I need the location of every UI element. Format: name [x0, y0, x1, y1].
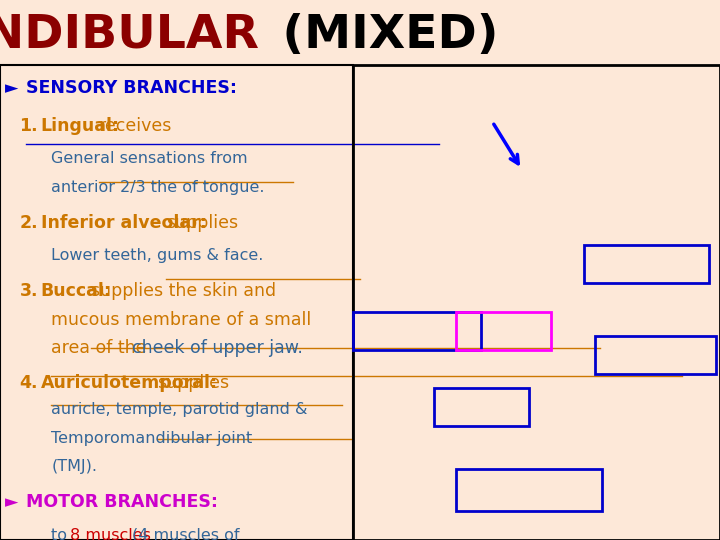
Bar [0, 65, 353, 540]
Text: Lower teeth, gums & face.: Lower teeth, gums & face. [51, 248, 264, 263]
Bar [456, 312, 551, 350]
Bar [456, 469, 603, 511]
Text: 1.: 1. [19, 117, 38, 135]
Text: supplies the skin and: supplies the skin and [91, 282, 276, 300]
Text: General sensations from: General sensations from [51, 151, 248, 166]
Text: mucous membrane of a small: mucous membrane of a small [51, 311, 312, 329]
Text: area of the: area of the [51, 340, 152, 357]
Text: (TMJ).: (TMJ). [51, 459, 97, 474]
Text: auricle, temple, parotid gland &: auricle, temple, parotid gland & [51, 402, 307, 417]
Text: anterior 2/3 the of tongue.: anterior 2/3 the of tongue. [51, 180, 265, 195]
Text: (MIXED): (MIXED) [266, 12, 499, 58]
Text: Temporomandibular joint: Temporomandibular joint [51, 431, 253, 445]
Text: supplies: supplies [157, 374, 229, 391]
Bar [595, 336, 716, 374]
Text: SENSORY BRANCHES:: SENSORY BRANCHES: [27, 79, 238, 97]
Text: 4.: 4. [19, 374, 38, 391]
Text: ►: ► [5, 79, 19, 97]
Text: to: to [51, 528, 72, 540]
Text: ►: ► [5, 494, 19, 511]
Text: MANDIBULAR: MANDIBULAR [0, 12, 259, 58]
Text: cheek of upper jaw.: cheek of upper jaw. [132, 340, 302, 357]
Text: 3.: 3. [19, 282, 38, 300]
Text: Buccal:: Buccal: [40, 282, 112, 300]
Text: 2.: 2. [19, 214, 38, 232]
Bar [433, 388, 529, 426]
Bar [584, 245, 709, 284]
Text: 8 muscles: 8 muscles [70, 528, 150, 540]
Text: Auriculotemporal:: Auriculotemporal: [40, 374, 217, 391]
Text: Lingual:: Lingual: [40, 117, 120, 135]
Text: Inferior alveolar:: Inferior alveolar: [40, 214, 207, 232]
Text: receives: receives [99, 117, 172, 135]
Bar [353, 312, 481, 350]
Text: (4 muscles of: (4 muscles of [132, 528, 240, 540]
Text: supplies: supplies [166, 214, 238, 232]
Text: MOTOR BRANCHES:: MOTOR BRANCHES: [27, 494, 218, 511]
